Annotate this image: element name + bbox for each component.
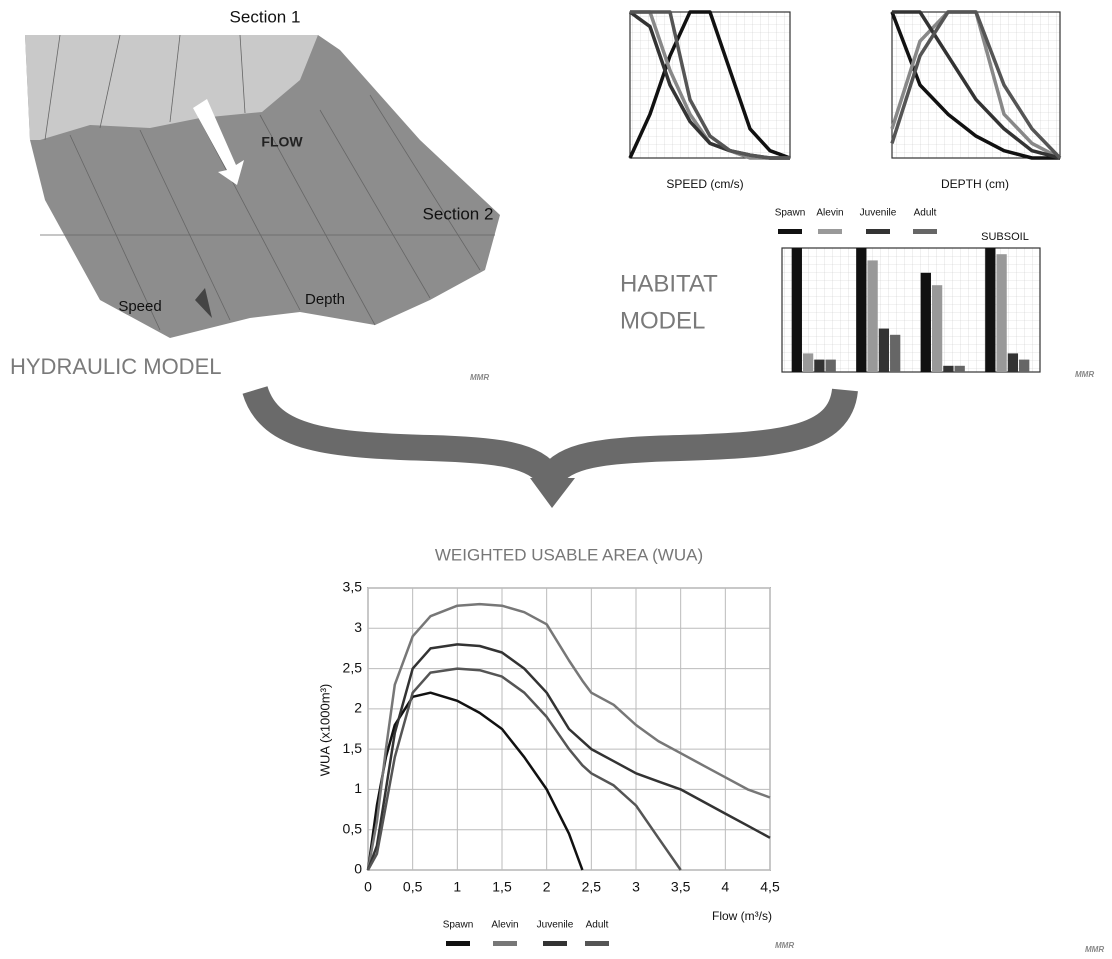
bar	[985, 248, 996, 372]
legend-swatch	[913, 229, 937, 234]
bar	[825, 359, 836, 372]
credit: MMR	[1075, 370, 1094, 379]
y-tick-label: 3	[354, 619, 362, 635]
legend-label: Alevin	[816, 208, 843, 219]
x-tick-label: 0,5	[403, 879, 423, 895]
y-axis-label: WUA (x1000m³)	[317, 684, 332, 776]
y-tick-label: 1	[354, 780, 362, 796]
bar	[856, 248, 867, 372]
series-line	[890, 10, 1062, 160]
depth-label: Depth	[305, 291, 345, 308]
legend-label: Adult	[914, 208, 937, 219]
legend-label: Spawn	[775, 208, 806, 219]
x-tick-label: 4	[721, 879, 729, 895]
bar	[802, 353, 814, 372]
bar	[890, 334, 901, 372]
chart-title: SUBSOIL	[981, 231, 1029, 243]
x-axis-label: DEPTH (cm)	[941, 177, 1009, 191]
legend-swatch	[866, 229, 890, 234]
section-2-label: Section 2	[423, 204, 494, 223]
x-tick-label: 2,5	[582, 879, 602, 895]
credit: MMR	[470, 373, 489, 382]
x-tick-label: 1	[453, 879, 461, 895]
legend-swatch	[818, 229, 842, 234]
legend-label: Juvenile	[537, 920, 574, 931]
y-tick-label: 0,5	[343, 820, 363, 836]
y-tick-label: 1,5	[343, 740, 363, 756]
section-1-label: Section 1	[230, 7, 301, 26]
y-tick-label: 2	[354, 700, 362, 716]
bar	[996, 254, 1007, 372]
hydraulic-title: HYDRAULIC MODEL	[10, 354, 221, 379]
y-tick-label: 2,5	[343, 659, 363, 675]
bar	[920, 272, 931, 372]
legend-label: Adult	[586, 920, 609, 931]
y-tick-label: 3,5	[343, 579, 363, 595]
series-line	[628, 10, 791, 160]
legend-swatch	[446, 941, 470, 946]
bar	[1007, 353, 1019, 372]
bar	[954, 365, 965, 372]
legend-label: Spawn	[443, 920, 474, 931]
legend-swatch	[585, 941, 609, 946]
x-axis-label: Flow (m³/s)	[712, 909, 772, 923]
bar	[943, 365, 954, 372]
legend-label: Juvenile	[860, 208, 897, 219]
x-tick-label: 4,5	[760, 879, 780, 895]
x-axis-label: SPEED (cm/s)	[666, 177, 743, 191]
y-tick-label: 0	[354, 861, 362, 877]
credit: MMR	[1085, 945, 1104, 954]
x-tick-label: 3,5	[671, 879, 691, 895]
bar	[878, 328, 890, 372]
chart-title: WEIGHTED USABLE AREA (WUA)	[435, 545, 703, 564]
bar	[931, 285, 943, 372]
merge-arrow	[242, 385, 858, 508]
legend-swatch	[543, 941, 567, 946]
flow-label: FLOW	[261, 134, 303, 150]
legend-swatch	[493, 941, 517, 946]
bar	[791, 248, 802, 372]
legend-swatch	[778, 229, 802, 234]
series-line	[630, 10, 790, 160]
series-line	[890, 11, 1060, 160]
x-tick-label: 1,5	[492, 879, 512, 895]
hydraulic-illustration	[25, 34, 500, 338]
credit: MMR	[775, 941, 794, 950]
series-line	[366, 602, 771, 871]
series-line	[366, 643, 771, 871]
speed-label: Speed	[118, 298, 161, 315]
x-tick-label: 3	[632, 879, 640, 895]
series-line	[892, 10, 1061, 160]
bar	[1019, 359, 1030, 372]
x-tick-label: 0	[364, 879, 372, 895]
habitat-title: HABITAT	[620, 270, 718, 297]
legend-label: Alevin	[491, 920, 518, 931]
x-tick-label: 2	[543, 879, 551, 895]
series-line	[366, 667, 682, 871]
habitat-title: MODEL	[620, 307, 705, 334]
bar	[867, 260, 878, 372]
bar	[814, 359, 825, 372]
